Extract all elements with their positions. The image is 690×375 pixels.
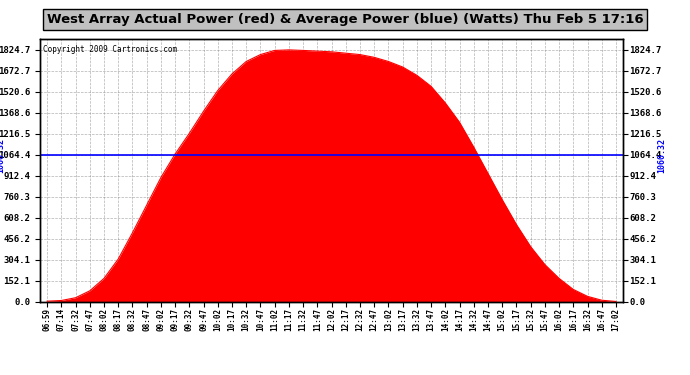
Text: Copyright 2009 Cartronics.com: Copyright 2009 Cartronics.com [43, 45, 177, 54]
Text: West Array Actual Power (red) & Average Power (blue) (Watts) Thu Feb 5 17:16: West Array Actual Power (red) & Average … [47, 13, 643, 26]
Text: 1060.32: 1060.32 [0, 138, 6, 173]
Text: 1060.32: 1060.32 [658, 138, 667, 173]
